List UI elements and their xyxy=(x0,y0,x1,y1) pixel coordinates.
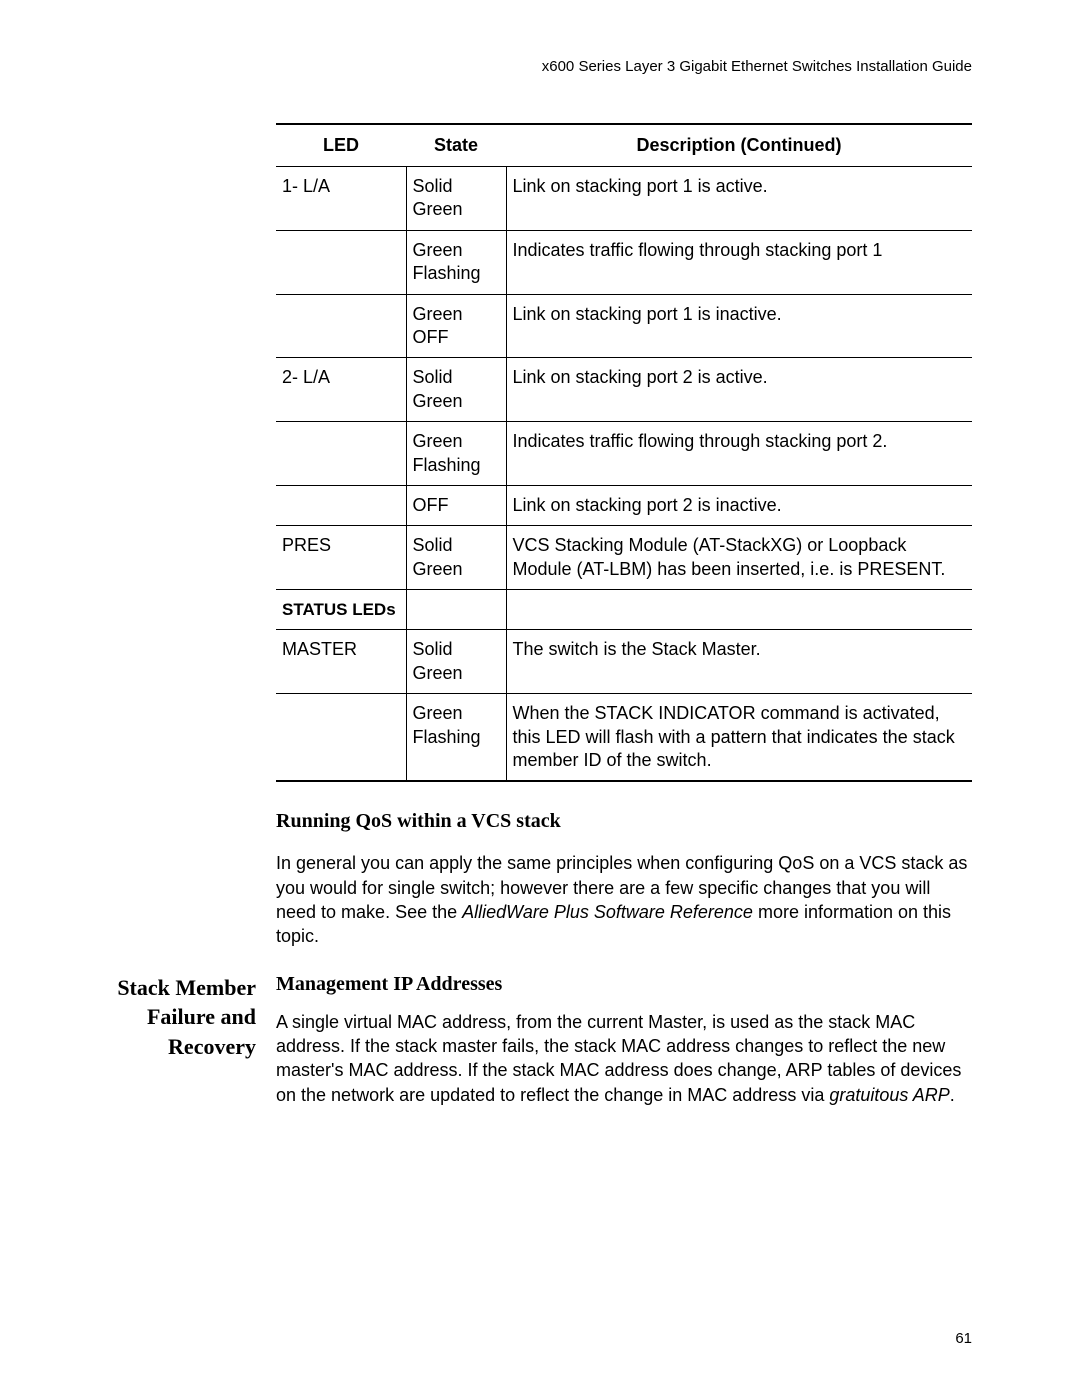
desc-cell: Link on stacking port 2 is active. xyxy=(506,358,972,422)
page-number: 61 xyxy=(955,1330,972,1347)
table-row: 2- L/ASolid GreenLink on stacking port 2… xyxy=(276,358,972,422)
state-cell: Green OFF xyxy=(406,294,506,358)
state-cell: Green Flashing xyxy=(406,230,506,294)
col-header-desc: Description (Continued) xyxy=(506,125,972,167)
desc-cell: Link on stacking port 1 is active. xyxy=(506,167,972,231)
mgmt-body-post: . xyxy=(950,1085,955,1105)
desc-cell: Link on stacking port 1 is inactive. xyxy=(506,294,972,358)
mgmt-body-italic: gratuitous ARP xyxy=(829,1085,949,1105)
failure-section-title: Stack Member Failure and Recovery xyxy=(108,973,276,1127)
led-cell: 1- L/A xyxy=(276,167,406,231)
led-cell xyxy=(276,485,406,525)
qos-heading: Running QoS within a VCS stack xyxy=(276,810,972,833)
state-cell: Solid Green xyxy=(406,167,506,231)
doc-header: x600 Series Layer 3 Gigabit Ethernet Swi… xyxy=(108,58,972,75)
table-row: PRESSolid GreenVCS Stacking Module (AT-S… xyxy=(276,526,972,590)
state-cell: Solid Green xyxy=(406,526,506,590)
table-row: 1- L/ASolid GreenLink on stacking port 1… xyxy=(276,167,972,231)
col-header-state: State xyxy=(406,125,506,167)
state-cell: Solid Green xyxy=(406,630,506,694)
state-cell: OFF xyxy=(406,485,506,525)
desc-cell xyxy=(506,590,972,630)
desc-cell: VCS Stacking Module (AT-StackXG) or Loop… xyxy=(506,526,972,590)
mgmt-ip-heading: Management IP Addresses xyxy=(276,973,972,996)
state-cell: Solid Green xyxy=(406,358,506,422)
table-row: OFFLink on stacking port 2 is inactive. xyxy=(276,485,972,525)
state-cell: Green Flashing xyxy=(406,422,506,486)
desc-cell: Indicates traffic flowing through stacki… xyxy=(506,422,972,486)
led-cell: MASTER xyxy=(276,630,406,694)
led-cell xyxy=(276,294,406,358)
led-cell: PRES xyxy=(276,526,406,590)
led-table: LED State Description (Continued) 1- L/A… xyxy=(276,123,972,782)
col-header-led: LED xyxy=(276,125,406,167)
led-cell: 2- L/A xyxy=(276,358,406,422)
table-row: Green FlashingIndicates traffic flowing … xyxy=(276,230,972,294)
desc-cell: Link on stacking port 2 is inactive. xyxy=(506,485,972,525)
table-row: Green OFFLink on stacking port 1 is inac… xyxy=(276,294,972,358)
table-row: STATUS LEDs xyxy=(276,590,972,630)
qos-body: In general you can apply the same princi… xyxy=(276,851,972,948)
desc-cell: Indicates traffic flowing through stacki… xyxy=(506,230,972,294)
state-cell: Green Flashing xyxy=(406,694,506,782)
state-cell xyxy=(406,590,506,630)
table-row: Green FlashingIndicates traffic flowing … xyxy=(276,422,972,486)
led-cell: STATUS LEDs xyxy=(276,590,406,630)
desc-cell: When the STACK INDICATOR command is acti… xyxy=(506,694,972,782)
led-cell xyxy=(276,694,406,782)
table-row: Green FlashingWhen the STACK INDICATOR c… xyxy=(276,694,972,782)
qos-body-italic: AlliedWare Plus Software Reference xyxy=(462,902,753,922)
desc-cell: The switch is the Stack Master. xyxy=(506,630,972,694)
led-cell xyxy=(276,230,406,294)
table-row: MASTERSolid GreenThe switch is the Stack… xyxy=(276,630,972,694)
mgmt-ip-body: A single virtual MAC address, from the c… xyxy=(276,1010,972,1107)
led-cell xyxy=(276,422,406,486)
